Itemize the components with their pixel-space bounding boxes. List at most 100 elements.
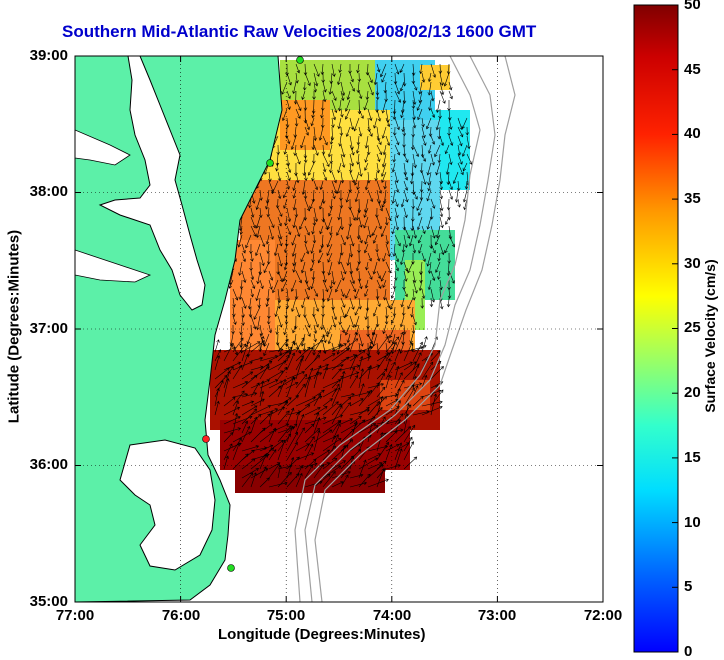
velocity-arrow	[394, 252, 399, 263]
velocity-arrow	[304, 279, 311, 291]
velocity-arrow	[304, 324, 311, 337]
velocity-arrow	[394, 81, 401, 95]
velocity-arrow	[322, 438, 342, 452]
velocity-arrow	[223, 427, 242, 434]
velocity-arrow	[421, 126, 426, 139]
velocity-arrow	[268, 324, 273, 334]
velocity-arrow	[430, 243, 436, 254]
velocity-arrow	[427, 144, 432, 154]
velocity-arrow	[292, 252, 297, 267]
velocity-arrow	[286, 352, 296, 371]
velocity-arrow	[376, 335, 389, 353]
velocity-arrow	[412, 153, 417, 169]
velocity-arrow	[265, 297, 270, 308]
velocity-arrow	[241, 392, 258, 398]
velocity-arrow	[410, 171, 414, 185]
velocity-arrow	[402, 324, 407, 335]
velocity-arrow	[241, 297, 247, 309]
velocity-arrow	[277, 464, 282, 479]
velocity-arrow	[349, 297, 355, 310]
velocity-arrow	[465, 126, 469, 136]
velocity-arrow	[286, 381, 299, 389]
velocity-arrow	[439, 90, 446, 104]
velocity-arrow	[430, 288, 436, 303]
velocity-arrow	[411, 198, 415, 210]
velocity-arrow	[435, 261, 441, 273]
velocity-arrow	[337, 99, 342, 112]
velocity-arrow	[376, 432, 384, 452]
velocity-arrow	[241, 458, 256, 470]
velocity-arrow	[266, 243, 270, 254]
velocity-arrow	[457, 135, 463, 147]
velocity-arrow	[349, 117, 354, 130]
velocity-arrow	[448, 270, 455, 284]
velocity-arrow	[446, 261, 451, 277]
velocity-arrow	[313, 473, 331, 488]
velocity-arrow	[354, 306, 360, 316]
velocity-arrow	[327, 252, 333, 263]
velocity-arrow	[313, 144, 319, 156]
velocity-arrow	[402, 126, 407, 137]
velocity-arrow	[384, 315, 389, 325]
velocity-arrow	[394, 348, 401, 362]
velocity-arrow	[340, 324, 345, 334]
velocity-arrow	[383, 180, 387, 190]
velocity-arrow	[250, 288, 254, 298]
velocity-arrow	[241, 420, 248, 434]
velocity-arrow	[412, 90, 417, 105]
velocity-arrow	[290, 135, 297, 150]
velocity-arrow	[412, 270, 417, 284]
velocity-arrow	[331, 270, 336, 285]
velocity-arrow	[214, 349, 222, 362]
velocity-arrow	[358, 297, 362, 310]
velocity-arrow	[346, 225, 351, 240]
velocity-arrow	[313, 371, 320, 389]
velocity-arrow	[403, 441, 414, 461]
velocity-arrow	[355, 144, 360, 154]
velocity-arrow	[313, 297, 320, 312]
velocity-arrow	[447, 288, 452, 299]
velocity-arrow	[311, 225, 315, 235]
velocity-arrow	[439, 216, 444, 229]
velocity-arrow	[277, 471, 292, 488]
velocity-arrow	[322, 153, 330, 168]
velocity-arrow	[238, 288, 243, 300]
velocity-arrow	[358, 383, 365, 398]
velocity-arrow	[237, 234, 243, 248]
velocity-arrow	[365, 90, 370, 101]
velocity-arrow	[437, 270, 441, 280]
velocity-arrow	[394, 117, 400, 131]
velocity-arrow	[275, 162, 279, 172]
velocity-arrow	[241, 270, 247, 283]
velocity-arrow	[430, 389, 444, 407]
velocity-arrow	[223, 406, 241, 416]
velocity-arrow	[464, 180, 469, 190]
velocity-arrow	[318, 198, 324, 210]
velocity-arrow	[466, 153, 473, 165]
velocity-arrow	[263, 342, 270, 357]
velocity-arrow	[331, 347, 351, 362]
velocity-arrow	[321, 288, 326, 303]
velocity-arrow	[349, 455, 355, 470]
velocity-arrow	[466, 135, 471, 150]
velocity-arrow	[277, 378, 287, 398]
velocity-arrow	[400, 297, 405, 308]
velocity-arrow	[367, 270, 373, 280]
velocity-arrow	[295, 427, 305, 443]
velocity-arrow	[367, 364, 373, 380]
velocity-arrow	[294, 162, 298, 177]
velocity-arrow	[364, 288, 369, 297]
velocity-arrow	[403, 234, 408, 249]
velocity-arrow	[331, 434, 339, 452]
velocity-arrow	[302, 342, 307, 352]
velocity-arrow	[276, 261, 280, 275]
velocity-arrow	[356, 63, 360, 74]
velocity-arrow	[241, 425, 251, 443]
velocity-arrow	[403, 342, 413, 362]
velocity-arrow	[384, 216, 389, 226]
velocity-arrow	[250, 279, 256, 290]
velocity-arrow	[385, 342, 390, 357]
velocity-arrow	[367, 382, 385, 389]
y-tick-label: 39:00	[29, 47, 68, 64]
velocity-arrow	[403, 189, 409, 203]
